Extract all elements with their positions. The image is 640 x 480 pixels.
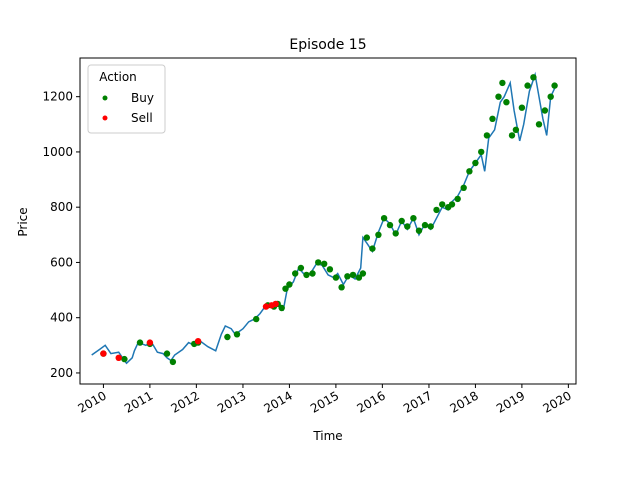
buy-point (380, 215, 388, 222)
x-tick-label: 2010 (75, 388, 108, 415)
buy-point (369, 245, 376, 252)
buy-point (503, 99, 510, 106)
buy-point (466, 168, 473, 175)
buy-point (363, 234, 370, 241)
buy-point (427, 223, 434, 230)
buy-point (541, 107, 549, 114)
buy-point (398, 217, 405, 225)
x-tick-label: 2011 (122, 388, 155, 415)
buy-point (518, 104, 526, 111)
buy-point (309, 270, 316, 277)
buy-point (551, 82, 558, 89)
legend-title: Action (99, 70, 137, 84)
buy-point (375, 231, 382, 238)
buy-point (303, 271, 310, 279)
legend: Action Buy Sell (87, 64, 166, 134)
buy-point (297, 264, 305, 272)
legend-box (87, 64, 166, 134)
buy-point (512, 126, 520, 133)
buy-point (478, 148, 485, 156)
buy-point (460, 184, 467, 191)
axes: 200 400 600 800 1000 1200 2010 2011 2012 2013 2014… (42, 90, 573, 416)
x-tick-label: 2017 (401, 388, 434, 415)
buy-point (454, 195, 461, 203)
buy-point (392, 230, 399, 237)
buy-point (326, 266, 334, 273)
y-tick-label: 200 (50, 366, 73, 380)
buy-point (278, 304, 285, 312)
chart-title: Episode 15 (289, 37, 366, 53)
buy-point (472, 159, 479, 167)
y-tick-label: 800 (50, 200, 73, 214)
buy-point (169, 358, 177, 366)
plot-frame (79, 57, 577, 385)
plot-area (91, 71, 558, 366)
legend-marker-sell (102, 115, 108, 121)
buy-point (315, 259, 322, 266)
buy-point (349, 271, 357, 279)
buy-point (355, 274, 363, 281)
buy-point (495, 93, 502, 100)
sell-point (100, 350, 107, 357)
y-axis-label: Price (16, 207, 30, 236)
buy-point (136, 339, 144, 346)
buy-point (282, 285, 289, 292)
x-tick-label: 2015 (308, 388, 341, 415)
sell-point (194, 338, 202, 345)
buy-point (163, 350, 171, 357)
x-tick-label: 2013 (215, 388, 248, 415)
x-tick-label: 2012 (168, 388, 201, 415)
sell-point (115, 354, 122, 361)
legend-marker-buy (102, 95, 108, 101)
sell-point (146, 339, 154, 346)
y-tick-label: 600 (50, 255, 73, 269)
series-sell (100, 300, 279, 361)
y-tick-label: 1000 (42, 145, 73, 159)
x-tick-label: 2016 (354, 388, 387, 415)
buy-point (448, 201, 456, 208)
buy-point (233, 331, 241, 338)
buy-point (359, 270, 367, 277)
sell-point (272, 300, 279, 308)
y-tick-label: 400 (50, 311, 73, 325)
buy-point (404, 223, 411, 230)
buy-point (489, 115, 496, 123)
buy-point (547, 93, 554, 100)
buy-point (410, 215, 417, 222)
y-tick-label: 1200 (42, 90, 73, 104)
buy-point (439, 201, 446, 208)
buy-point (286, 281, 293, 288)
buy-point (292, 270, 299, 277)
buy-point (121, 355, 128, 363)
buy-point (338, 284, 345, 291)
buy-point (433, 206, 440, 214)
buy-point (535, 121, 543, 128)
buy-point (524, 82, 531, 89)
buy-point (508, 132, 516, 139)
buy-point (415, 227, 423, 234)
x-tick-label: 2019 (494, 388, 527, 415)
x-axis-label: Time (312, 429, 342, 443)
x-tick-label: 2020 (540, 388, 573, 415)
buy-point (321, 260, 328, 267)
buy-point (499, 79, 506, 87)
x-tick-label: 2018 (447, 388, 480, 415)
series-buy (100, 74, 558, 366)
buy-point (530, 74, 537, 81)
buy-point (386, 221, 394, 229)
buy-point (224, 333, 231, 341)
buy-point (421, 221, 429, 229)
sell-point (262, 303, 270, 310)
legend-label-sell: Sell (131, 111, 153, 125)
buy-point (483, 132, 491, 139)
buy-point (332, 274, 340, 281)
legend-label-buy: Buy (131, 91, 154, 105)
buy-point (253, 315, 260, 323)
x-tick-label: 2014 (261, 388, 294, 415)
buy-point (344, 273, 351, 280)
